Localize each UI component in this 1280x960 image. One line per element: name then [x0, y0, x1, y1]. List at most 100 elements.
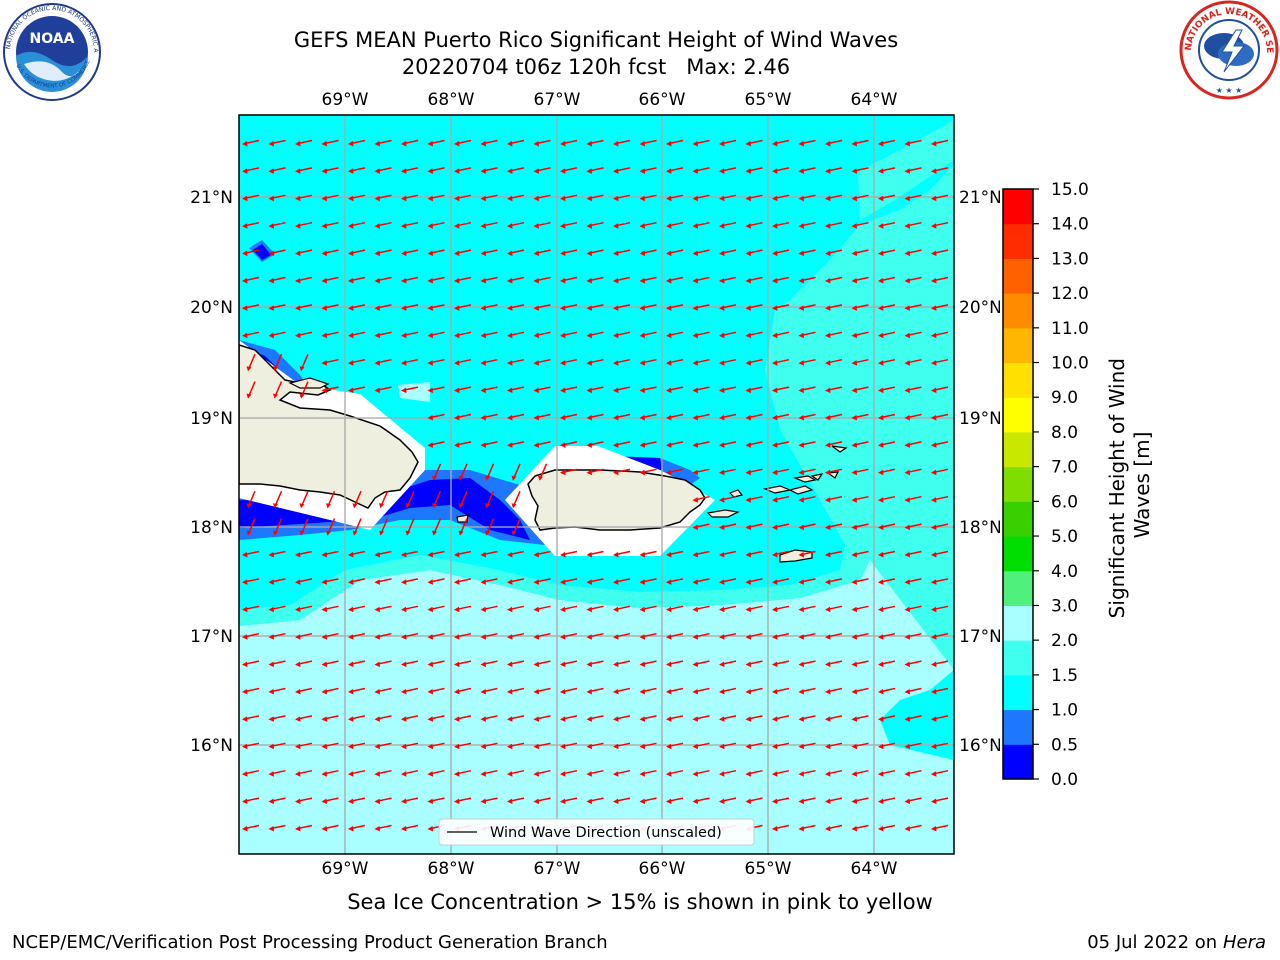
- wind-arrow: [801, 523, 816, 528]
- wind-arrow-head: [427, 552, 433, 558]
- colorbar-label: Significant Height of Wind Waves [m]: [1105, 352, 1154, 619]
- wind-arrow: [536, 221, 551, 227]
- wind-arrow-head: [825, 552, 831, 558]
- wind-arrow: [324, 742, 339, 748]
- wind-arrow-head: [904, 469, 910, 476]
- wind-arrow: [933, 495, 949, 501]
- wind-arrow-head: [295, 798, 301, 805]
- wind-arrow: [562, 276, 578, 282]
- wind-arrow-head: [825, 716, 831, 722]
- wind-arrow: [350, 632, 366, 638]
- wind-arrow-head: [586, 689, 592, 695]
- wind-arrow: [509, 331, 525, 337]
- wind-arrow-head: [878, 387, 884, 394]
- wind-arrow-head: [401, 141, 407, 147]
- wind-arrow-head: [692, 442, 698, 448]
- wind-arrow: [483, 769, 498, 775]
- wind-arrow: [801, 304, 816, 309]
- wind-arrow: [536, 413, 551, 419]
- wind-arrow: [377, 769, 392, 775]
- wind-arrow-head: [533, 579, 539, 585]
- wind-arrow-head: [692, 387, 698, 394]
- wind-arrow-head: [507, 223, 513, 229]
- wind-arrow-head: [321, 305, 327, 311]
- wind-arrow-head: [480, 387, 486, 394]
- wind-arrow: [354, 490, 362, 506]
- wind-arrow-head: [268, 716, 274, 722]
- wind-arrow-head: [586, 661, 592, 668]
- wind-arrow-head: [507, 360, 513, 366]
- wind-arrow: [615, 797, 631, 802]
- wind-arrow-head: [507, 415, 513, 421]
- wind-arrow: [430, 632, 445, 638]
- wind-arrow: [350, 797, 366, 802]
- wind-arrow-head: [904, 689, 910, 695]
- wind-arrow-head: [374, 552, 380, 558]
- wind-arrow-head: [586, 606, 592, 613]
- colorbar-tick-label: 14.0: [1051, 215, 1089, 235]
- wind-arrow: [350, 660, 366, 665]
- wind-arrow: [827, 550, 843, 556]
- wind-arrow-head: [798, 826, 804, 832]
- wind-arrow-head: [586, 442, 592, 448]
- wind-arrow-head: [427, 442, 433, 448]
- wind-arrow: [430, 304, 445, 309]
- wind-arrow-head: [374, 360, 380, 366]
- wind-arrow: [854, 660, 869, 665]
- wind-arrow: [933, 139, 949, 145]
- wind-arrow: [774, 605, 790, 611]
- wind-arrow-head: [326, 503, 331, 509]
- wind-arrow: [615, 249, 631, 254]
- wind-arrow: [324, 304, 339, 309]
- wind-arrow: [562, 386, 578, 391]
- wind-arrow: [274, 353, 283, 369]
- wind-arrow-head: [348, 798, 354, 805]
- wind-arrow-head: [666, 798, 672, 805]
- wind-arrow: [324, 769, 339, 775]
- wind-arrow: [801, 249, 816, 254]
- wind-arrow: [880, 468, 896, 474]
- wind-arrow-head: [242, 826, 248, 832]
- wind-arrow: [801, 358, 816, 364]
- wind-arrow: [615, 715, 631, 720]
- wind-arrow: [880, 660, 896, 665]
- wind-arrow-head: [586, 634, 592, 640]
- wind-arrow: [907, 605, 922, 611]
- wind-arrow-head: [401, 771, 407, 777]
- wind-arrow-head: [666, 415, 672, 421]
- wind-arrow: [244, 715, 260, 720]
- wind-arrow: [271, 687, 286, 693]
- wind-arrow: [350, 358, 366, 364]
- wind-arrow-head: [639, 168, 645, 174]
- wind-arrow-head: [798, 634, 804, 640]
- wind-arrow: [536, 797, 551, 802]
- wind-arrow: [430, 276, 445, 282]
- wind-arrow: [774, 742, 790, 748]
- wind-arrow-head: [692, 771, 698, 777]
- wind-arrow: [324, 358, 339, 364]
- wind-arrow-head: [851, 141, 857, 147]
- wind-arrow-head: [878, 743, 884, 750]
- wind-arrow: [297, 167, 313, 172]
- wind-arrow: [350, 139, 366, 145]
- wind-arrow: [907, 523, 922, 528]
- wind-arrow: [430, 441, 445, 446]
- wind-arrow-head: [374, 689, 380, 695]
- wind-arrow: [460, 490, 468, 506]
- wind-arrow-head: [427, 360, 433, 366]
- wind-arrow-head: [904, 223, 910, 229]
- wind-arrow: [695, 687, 710, 693]
- wind-arrow: [486, 463, 495, 479]
- wind-arrow-head: [904, 743, 910, 750]
- wind-arrow-head: [904, 141, 910, 147]
- wind-arrow-head: [379, 503, 384, 509]
- wind-arrow-head: [533, 606, 539, 613]
- wind-arrow: [827, 495, 843, 501]
- wind-arrow: [297, 742, 313, 748]
- island-vieques: [706, 509, 740, 518]
- wind-arrow: [271, 139, 286, 145]
- wind-arrow-head: [246, 530, 252, 536]
- wind-arrow: [377, 742, 392, 748]
- wind-arrow: [933, 331, 949, 337]
- wind-arrow: [350, 578, 366, 583]
